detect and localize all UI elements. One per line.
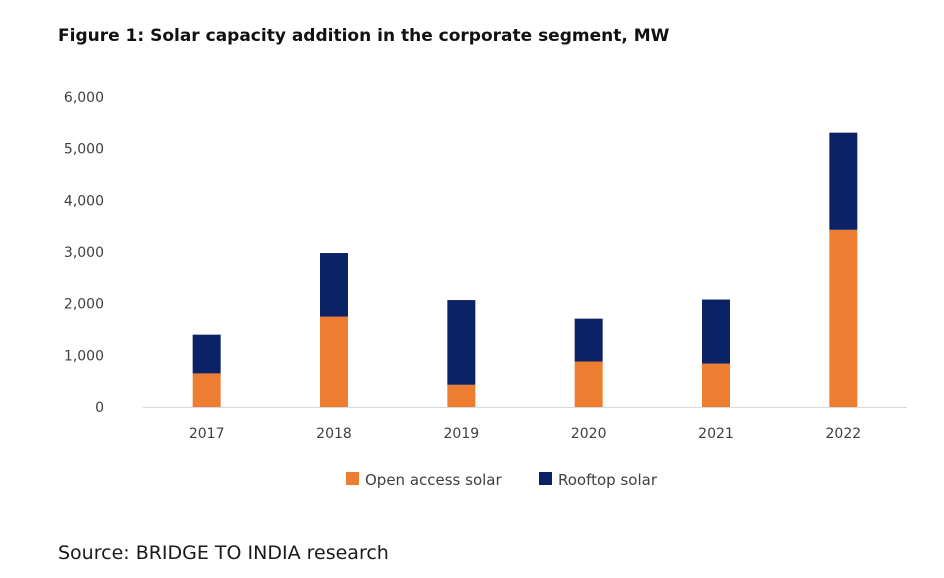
y-tick-label: 3,000 — [64, 245, 104, 261]
x-tick-label: 2022 — [826, 426, 862, 442]
bar-rooftop-2018 — [320, 253, 348, 317]
legend-swatch-open-access — [346, 472, 359, 485]
bar-open-access-2017 — [192, 373, 221, 407]
legend-label-rooftop: Rooftop solar — [558, 471, 658, 489]
bar-open-access-2021 — [702, 363, 730, 407]
y-tick-label: 4,000 — [64, 193, 104, 209]
figure-title: Figure 1: Solar capacity addition in the… — [58, 26, 670, 46]
y-tick-label: 1,000 — [64, 348, 104, 364]
legend: Open access solar Rooftop solar — [346, 471, 658, 489]
stacked-bar-chart: 0 1,000 2,000 3,000 4,000 5,000 6,000 2017 2018… — [64, 90, 907, 489]
x-tick-label: 2021 — [698, 426, 734, 442]
y-axis: 0 1,000 2,000 3,000 4,000 5,000 6,000 — [64, 90, 104, 416]
bar-rooftop-2022 — [829, 132, 858, 230]
bar-open-access-2022 — [829, 229, 858, 407]
y-tick-label: 6,000 — [64, 90, 104, 106]
bar-open-access-2020 — [574, 361, 603, 407]
bars-group — [192, 132, 858, 407]
bar-rooftop-2020 — [574, 318, 603, 362]
x-tick-label: 2018 — [316, 426, 352, 442]
y-tick-label: 5,000 — [64, 142, 104, 158]
bar-open-access-2018 — [320, 316, 348, 407]
source-note: Source: BRIDGE TO INDIA research — [58, 542, 389, 564]
y-tick-label: 2,000 — [64, 297, 104, 313]
legend-label-open-access: Open access solar — [365, 471, 502, 489]
legend-swatch-rooftop — [539, 472, 552, 485]
y-tick-label: 0 — [95, 400, 104, 416]
bar-open-access-2019 — [447, 384, 476, 407]
bar-rooftop-2019 — [447, 300, 476, 385]
x-tick-label: 2020 — [571, 426, 607, 442]
x-tick-label: 2019 — [444, 426, 480, 442]
x-tick-label: 2017 — [189, 426, 225, 442]
x-axis: 2017 2018 2019 2020 2021 2022 — [189, 426, 861, 442]
bar-rooftop-2021 — [702, 299, 730, 364]
bar-rooftop-2017 — [192, 334, 221, 374]
